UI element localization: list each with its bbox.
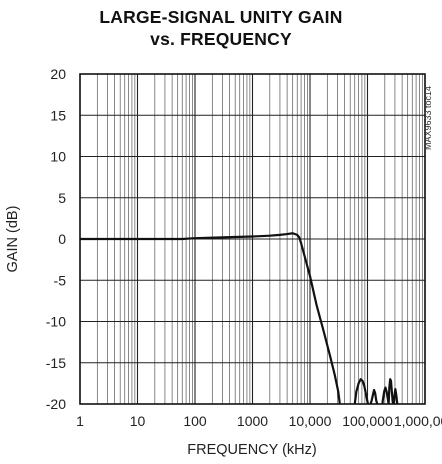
y-tick-label: -15 xyxy=(46,355,66,371)
x-tick-label: 1 xyxy=(76,413,84,429)
x-tick-label: 1,000,000 xyxy=(394,413,442,429)
x-tick-label: 10 xyxy=(130,413,146,429)
y-tick-label: 20 xyxy=(50,66,66,82)
y-tick-label: -10 xyxy=(46,314,66,330)
y-tick-label: 15 xyxy=(50,107,66,123)
chart-watermark: MAX9633 toc14 xyxy=(423,86,433,150)
chart-title-line-2: vs. FREQUENCY xyxy=(150,29,292,49)
gain-series-line xyxy=(80,232,399,404)
y-tick-label: 0 xyxy=(58,231,66,247)
x-tick-label: 1000 xyxy=(237,413,268,429)
x-tick-label: 100,000 xyxy=(342,413,393,429)
y-tick-label: 5 xyxy=(58,190,66,206)
chart-title-line-1: LARGE-SIGNAL UNITY GAIN xyxy=(99,7,343,27)
y-tick-labels: 20 15 10 5 0 -5 -10 -15 -20 xyxy=(46,66,66,412)
y-tick-label: -20 xyxy=(46,396,66,412)
x-tick-label: 100 xyxy=(183,413,207,429)
y-tick-label: 10 xyxy=(50,149,66,165)
y-axis-label: GAIN (dB) xyxy=(5,206,21,273)
series-layer xyxy=(80,232,399,404)
chart-title: LARGE-SIGNAL UNITY GAIN vs. FREQUENCY xyxy=(0,6,442,50)
x-tick-label: 10,000 xyxy=(289,413,332,429)
y-tick-label: -5 xyxy=(54,272,67,288)
x-axis-label: FREQUENCY (kHz) xyxy=(187,442,316,458)
